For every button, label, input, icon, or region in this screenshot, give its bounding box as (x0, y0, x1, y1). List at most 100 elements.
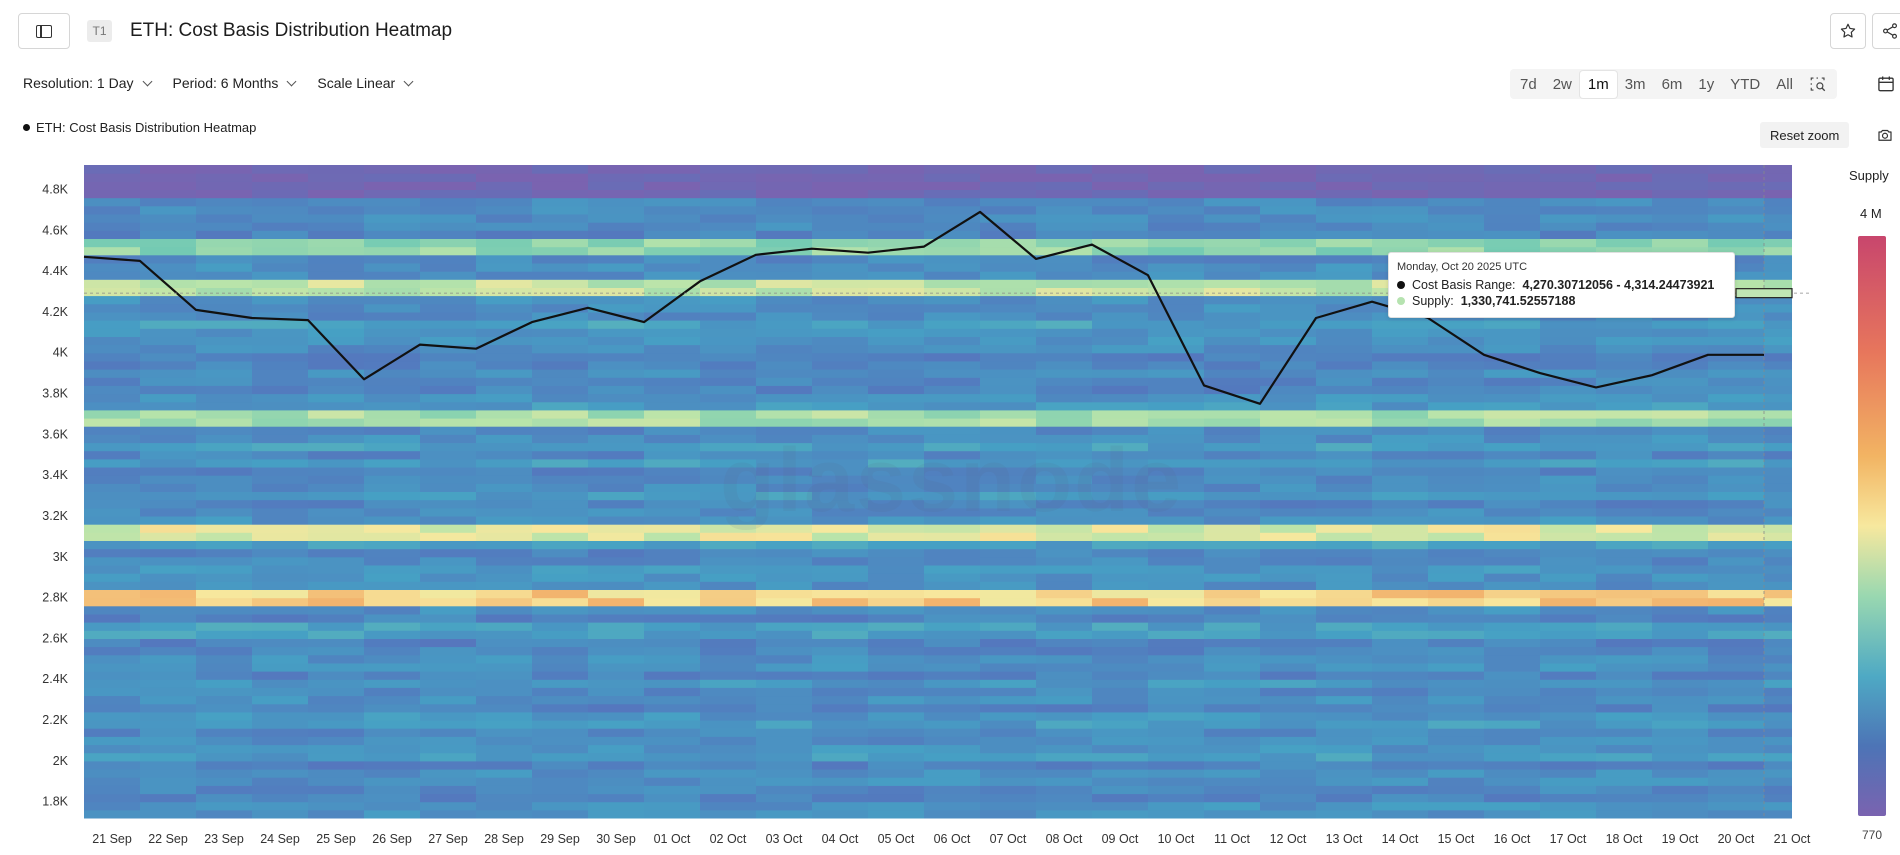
heatmap-cell (1148, 311, 1205, 321)
heatmap-cell (1596, 630, 1653, 639)
heatmap-cell (588, 181, 645, 190)
zoom-select-icon (1810, 77, 1826, 92)
heatmap-cell (532, 434, 589, 444)
heatmap-cell (1092, 654, 1149, 664)
heatmap-cell (1652, 475, 1709, 484)
range-2w[interactable]: 2w (1552, 75, 1572, 93)
heatmap-cell (364, 491, 421, 501)
heatmap-cell (1652, 548, 1709, 558)
heatmap-cell (1204, 401, 1261, 411)
heatmap-cell (980, 801, 1037, 811)
heatmap-cell (1484, 565, 1541, 574)
heatmap-cell (868, 516, 925, 525)
heatmap-cell (84, 744, 141, 754)
heatmap-cell (588, 499, 645, 509)
y-tick-label: 2K (53, 754, 69, 768)
heatmap-chart[interactable]: 1.8K2K2.2K2.4K2.6K2.8K3K3.2K3.4K3.6K3.8K… (0, 150, 1840, 855)
heatmap-cell (588, 483, 645, 492)
heatmap-cell (1484, 507, 1541, 517)
heatmap-cell (980, 573, 1037, 582)
heatmap-cell (196, 165, 253, 174)
heatmap-cell (1036, 532, 1093, 541)
heatmap-cell (1652, 336, 1709, 346)
heatmap-cell (1148, 205, 1205, 215)
heatmap-cell (1596, 801, 1653, 811)
heatmap-cell (1204, 687, 1261, 697)
heatmap-cell (1316, 214, 1373, 223)
heatmap-cell (1372, 385, 1429, 395)
heatmap-cell (1652, 736, 1709, 746)
heatmap-cell (644, 303, 701, 313)
heatmap-cell (1204, 548, 1261, 558)
heatmap-cell (1428, 369, 1485, 378)
heatmap-cell (196, 377, 253, 386)
heatmap-cell (252, 760, 309, 770)
heatmap-cell (1316, 344, 1373, 354)
heatmap-cell (1148, 687, 1205, 697)
heatmap-cell (812, 622, 869, 631)
screenshot-button[interactable] (1874, 124, 1896, 146)
heatmap-cell (1260, 483, 1317, 492)
heatmap-cell (1316, 671, 1373, 680)
heatmap-cell (364, 744, 421, 754)
range-3m[interactable]: 3m (1624, 75, 1646, 93)
heatmap-cell (140, 409, 197, 419)
heatmap-cell (364, 687, 421, 697)
heatmap-cell (868, 197, 925, 207)
heatmap-cell (812, 589, 869, 599)
range-7d[interactable]: 7d (1520, 75, 1537, 93)
resolution-dropdown[interactable]: Resolution: 1 Day (23, 75, 152, 91)
heatmap-cell (252, 597, 309, 607)
range-all[interactable]: All (1776, 75, 1793, 93)
reset-zoom-button[interactable]: Reset zoom (1760, 122, 1850, 148)
zoom-select-button[interactable] (1801, 70, 1835, 98)
heatmap-cell (812, 442, 869, 452)
heatmap-cell (84, 654, 141, 664)
heatmap-cell (532, 613, 589, 623)
heatmap-cell (1036, 695, 1093, 705)
heatmap-cell (420, 418, 477, 427)
sidebar-toggle-button[interactable] (18, 13, 70, 49)
period-dropdown[interactable]: Period: 6 Months (173, 75, 297, 91)
heatmap-cell (308, 736, 365, 746)
share-button[interactable] (1872, 13, 1900, 49)
heatmap-cell (84, 695, 141, 705)
heatmap-cell (1652, 605, 1709, 615)
heatmap-cell (140, 752, 197, 762)
chart-legend[interactable]: ETH: Cost Basis Distribution Heatmap (23, 120, 256, 135)
heatmap-cell (1316, 581, 1373, 590)
range-1m[interactable]: 1m (1579, 70, 1617, 98)
heatmap-cell (196, 418, 253, 427)
heatmap-cell (1092, 165, 1149, 174)
heatmap-cell (476, 703, 533, 713)
heatmap-cell (588, 409, 645, 419)
heatmap-cell (1540, 638, 1597, 648)
heatmap-cell (140, 524, 197, 533)
heatmap-cell (1596, 556, 1653, 566)
heatmap-cell (420, 263, 477, 272)
heatmap-cell (1316, 638, 1373, 648)
heatmap-cell (868, 679, 925, 688)
heatmap-cell (588, 426, 645, 435)
heatmap-cell (756, 605, 813, 615)
y-tick-label: 4.8K (42, 182, 68, 196)
range-6m[interactable]: 6m (1661, 75, 1683, 93)
heatmap-cell (1204, 385, 1261, 395)
calendar-button[interactable] (1872, 70, 1900, 98)
favorite-button[interactable] (1830, 13, 1866, 49)
heatmap-cell (84, 646, 141, 656)
heatmap-cell (1092, 671, 1149, 680)
range-ytd[interactable]: YTD (1730, 75, 1761, 93)
range-1y[interactable]: 1y (1698, 75, 1715, 93)
heatmap-cell (84, 630, 141, 639)
heatmap-cell (756, 263, 813, 272)
heatmap-cell (1484, 491, 1541, 501)
heatmap-cell (1652, 450, 1709, 460)
heatmap-cell (420, 801, 477, 811)
heatmap-cell (1316, 679, 1373, 688)
heatmap-cell (1316, 442, 1373, 452)
heatmap-cell (812, 189, 869, 199)
heatmap-cell (476, 295, 533, 305)
heatmap-cell (1652, 197, 1709, 207)
scale-dropdown[interactable]: Scale Linear (317, 75, 414, 91)
